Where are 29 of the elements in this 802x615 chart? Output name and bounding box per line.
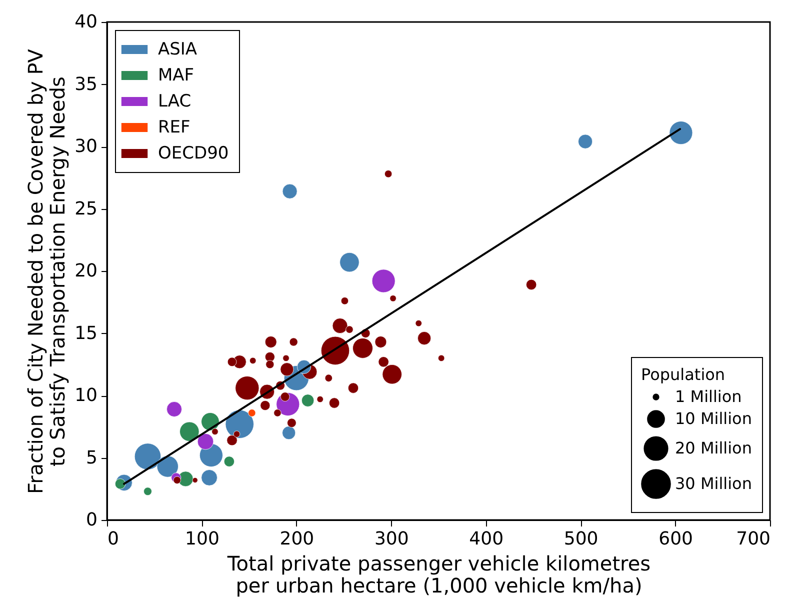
legend-label: 30 Million — [675, 474, 752, 493]
y-tick-label: 25 — [74, 198, 98, 220]
x-tick-label: 0 — [108, 528, 119, 550]
x-axis-title: Total private passenger vehicle kilometres per urban hectare (1,000 vehicle km/ha) — [226, 552, 651, 598]
legend-label: MAF — [158, 66, 194, 86]
legend-label: 1 Million — [675, 387, 742, 406]
y-tick-label: 15 — [74, 322, 98, 344]
x-tick-label: 600 — [658, 528, 693, 550]
y-tick-label: 5 — [86, 447, 98, 468]
y-tick-label: 30 — [74, 136, 98, 157]
x-tick-label: 400 — [469, 528, 504, 550]
y-tick-label: 20 — [74, 260, 98, 282]
legend-label: ASIA — [158, 40, 198, 60]
x-tick-label: 700 — [736, 528, 770, 550]
x-tick-label: 300 — [374, 528, 409, 550]
x-tick-label: 200 — [280, 528, 314, 550]
legend-label: 10 Million — [675, 409, 752, 428]
x-tick-label: 100 — [185, 528, 220, 550]
legend-title: Population — [641, 365, 726, 384]
x-tick-label: 500 — [564, 528, 598, 550]
y-axis-title: Fraction of City Needed to be Covered by PV to Satisfy Transportation Energy Needs — [24, 48, 70, 494]
y-tick-label: 0 — [86, 510, 98, 530]
legend-label: REF — [158, 118, 190, 138]
y-tick-label: 10 — [74, 385, 98, 406]
y-tick-label: 40 — [74, 12, 98, 32]
legend-label: 20 Million — [675, 438, 752, 458]
legend-label: OECD90 — [158, 144, 229, 164]
legend-label: LAC — [158, 92, 192, 112]
y-tick-label: 35 — [74, 74, 98, 95]
